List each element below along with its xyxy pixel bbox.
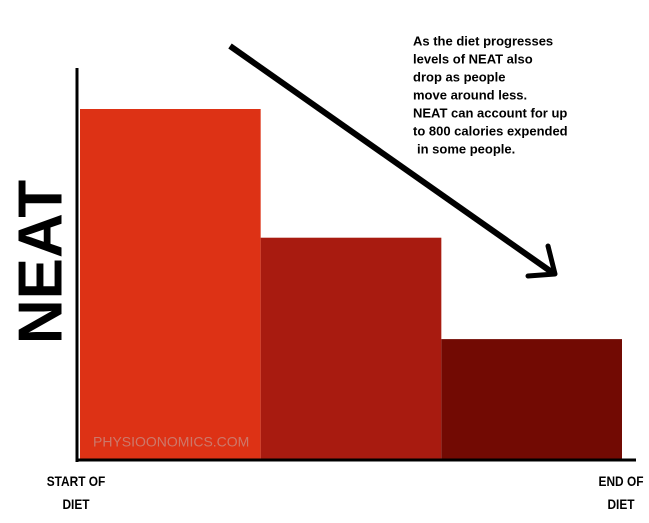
x-tick-label: END OF DIET	[598, 473, 644, 512]
bar	[260, 237, 442, 460]
annotation: As the diet progresses levels of NEAT als…	[413, 33, 568, 156]
bar	[80, 109, 261, 460]
bar	[441, 339, 622, 460]
annotation-line: to 800 calories expended	[413, 123, 568, 138]
watermark: PHYSIOONOMICS.COM	[93, 434, 249, 450]
arrow-shaft	[228, 43, 555, 276]
annotation-line: in some people.	[417, 141, 515, 156]
y-axis-label: NEAT	[6, 180, 75, 344]
annotation-line: As the diet progresses	[413, 33, 553, 48]
x-tick-label: START OF DIET	[46, 473, 106, 512]
annotation-line: drop as people	[413, 69, 505, 84]
annotation-line: NEAT can account for up	[413, 105, 567, 120]
annotation-line: levels of NEAT also	[413, 51, 533, 66]
arrow	[228, 43, 558, 279]
annotation-line: move around less.	[413, 87, 527, 102]
bars	[80, 109, 622, 460]
arrow-head	[525, 243, 558, 279]
